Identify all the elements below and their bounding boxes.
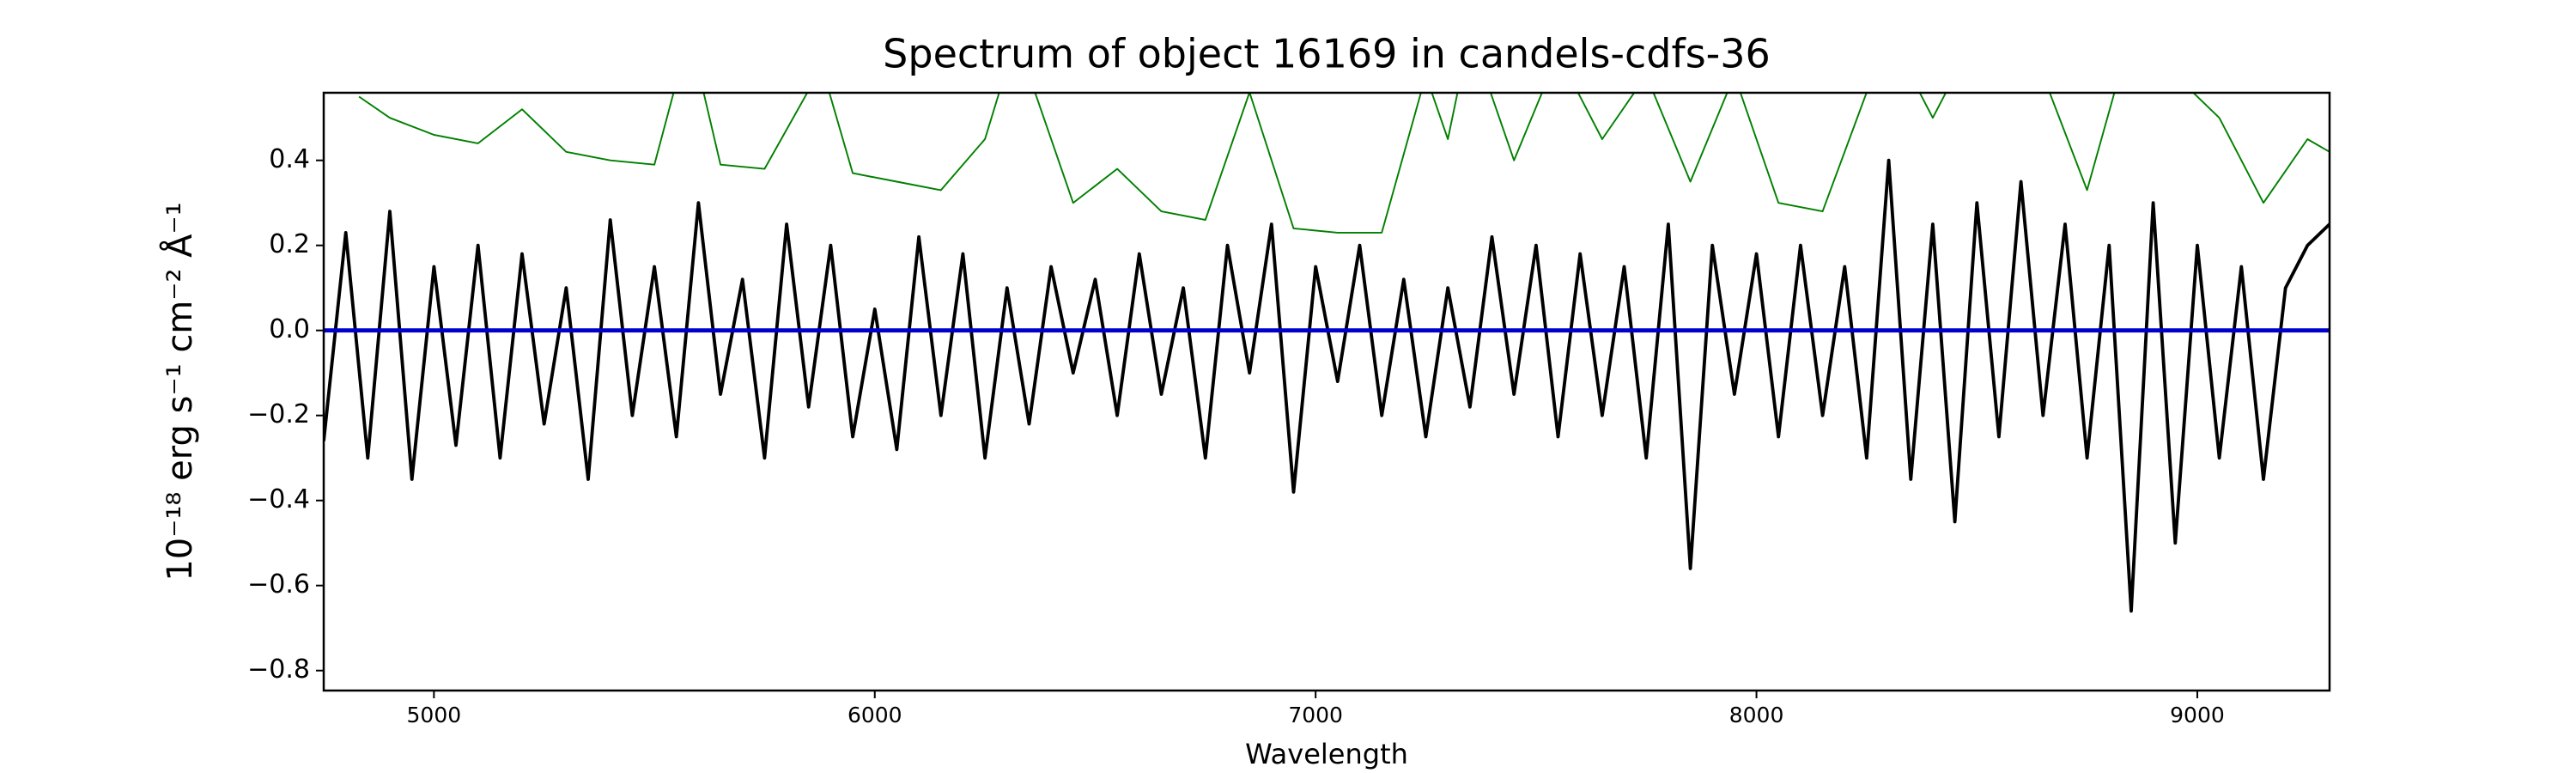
x-tick-label: 7000 [1288,703,1343,727]
y-tick-label: −0.6 [247,569,310,600]
chart-title: Spectrum of object 16169 in candels-cdfs… [883,31,1771,77]
y-tick-label: 0.2 [269,229,310,259]
y-tick-label: −0.4 [247,484,310,514]
spectrum-line [324,158,2330,613]
y-axis-label: 10⁻¹⁸ erg s⁻¹ cm⁻² Å⁻¹ [159,202,200,581]
y-tick-label: 0.4 [269,144,310,174]
spectrum-line [358,93,2330,234]
x-axis-label: Wavelength [1245,738,1408,770]
y-tick-label: −0.8 [247,654,310,685]
plot-area [324,93,2330,613]
x-tick-label: 9000 [2170,703,2225,727]
y-tick-label: −0.2 [247,399,310,429]
x-tick-label: 8000 [1729,703,1784,727]
axes-frame [322,91,2331,692]
x-tick-label: 5000 [407,703,462,727]
y-tick-label: 0.0 [269,314,310,344]
x-tick-label: 6000 [848,703,902,727]
